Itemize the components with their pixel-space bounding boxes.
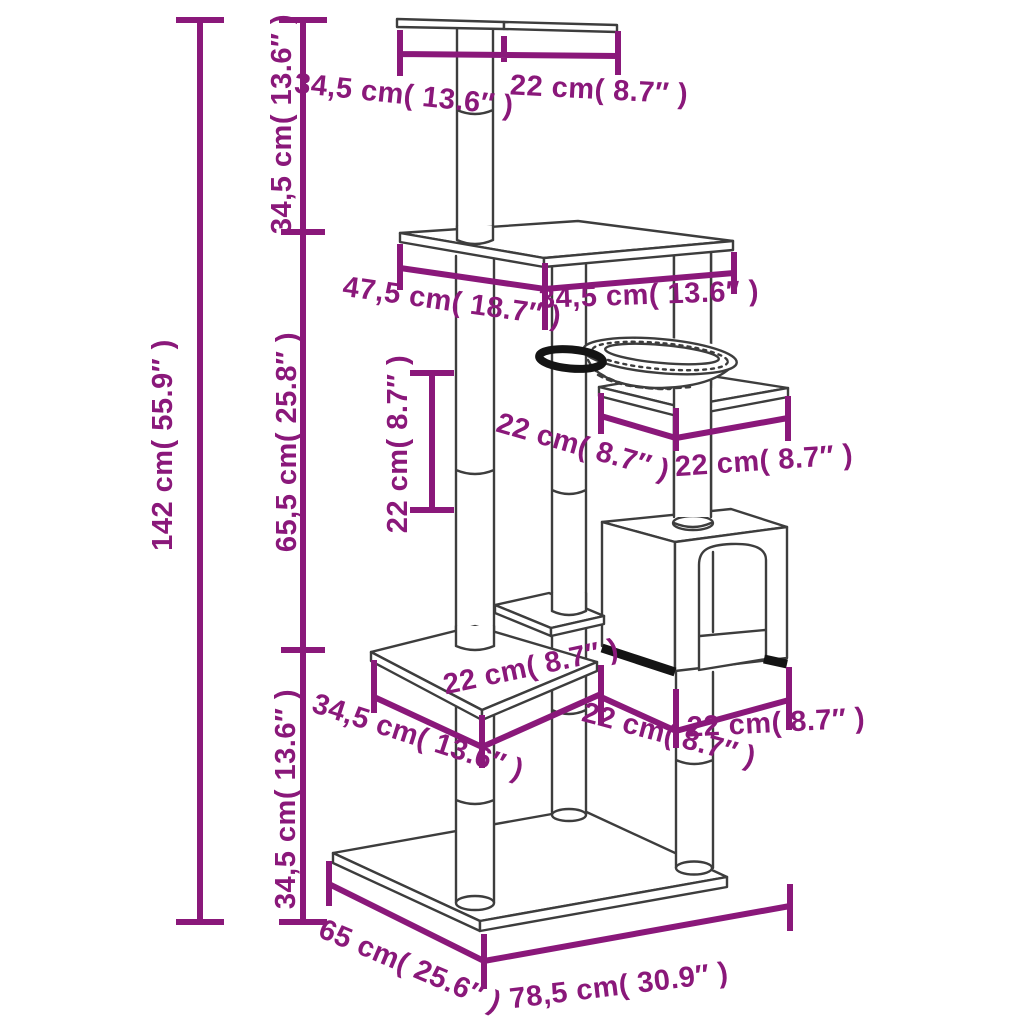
cat-house bbox=[600, 244, 789, 673]
dim-small-platform-line bbox=[598, 393, 791, 451]
dim-label-platform2-width: 47,5 cm( 18.7″ ) bbox=[341, 271, 563, 333]
top-platform bbox=[395, 17, 619, 34]
hanging-basket bbox=[582, 336, 738, 391]
house-door-arch bbox=[697, 542, 768, 672]
dim-label-platform2-depth: 34,5 cm( 13.6″ ) bbox=[538, 275, 759, 315]
dim-top-platform-line bbox=[397, 30, 621, 76]
dim-label-bottom-section: 34,5 cm( 13.6″ ) bbox=[270, 689, 302, 909]
large-platform bbox=[398, 219, 735, 269]
black-accents bbox=[535, 345, 788, 677]
base-platform bbox=[331, 807, 729, 933]
dimension-lines bbox=[176, 17, 793, 989]
basket-ring-strap bbox=[535, 345, 607, 373]
house-base-trim-right bbox=[763, 654, 788, 669]
top-scratching-post bbox=[455, 22, 495, 237]
dim-base-line bbox=[326, 861, 793, 989]
dim-house-line bbox=[599, 667, 792, 748]
dim-pole-spacing-line bbox=[410, 370, 454, 513]
dim-label-top-section: 34,5 cm( 13.6″ ) bbox=[266, 14, 298, 234]
dim-label-pole-spacing: 22 cm( 8.7″ ) bbox=[382, 355, 414, 533]
dim-mid-platform-line bbox=[371, 660, 604, 768]
dim-label-total-height: 142 cm( 55.9″ ) bbox=[147, 339, 179, 551]
house-base-trim-left bbox=[600, 643, 677, 677]
dim-label-base-width: 78,5 cm( 30.9″ ) bbox=[508, 957, 730, 1016]
middle-scratching-post bbox=[550, 248, 588, 823]
dim-label-top-platform-depth: 22 cm( 8.7″ ) bbox=[509, 69, 689, 110]
dim-total-height-line bbox=[176, 17, 224, 925]
dim-sections-line bbox=[279, 17, 327, 925]
left-scratching-post bbox=[454, 254, 496, 912]
dim-large-platform-line bbox=[397, 244, 737, 330]
small-shelf bbox=[493, 591, 606, 638]
right-scratching-post-lower bbox=[674, 670, 715, 876]
dim-label-middle-section: 65,5 cm( 25.8″ ) bbox=[271, 332, 303, 552]
mid-platform bbox=[369, 624, 599, 722]
